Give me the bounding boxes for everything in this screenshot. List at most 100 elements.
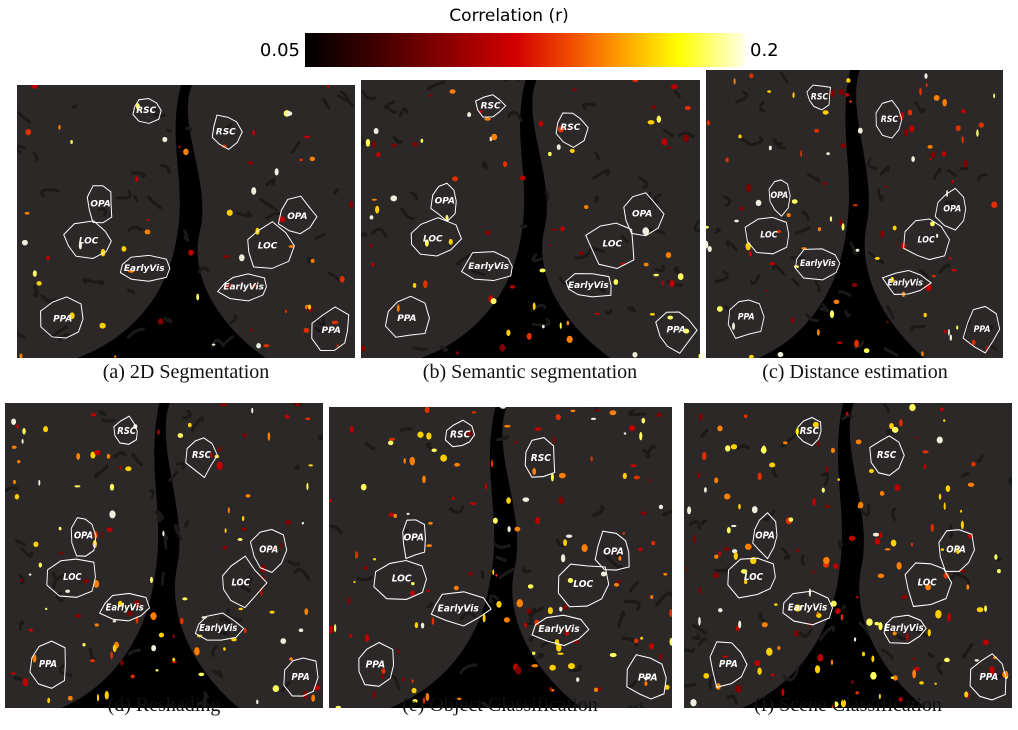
roi-label: LOC [79,237,99,247]
activation-spot [826,466,829,473]
activation-spot [449,239,453,245]
flatmap-panel: RSCOPALOCEarlyVisPPARSCOPALOCEarlyVisPPA [361,80,700,358]
flatmap: RSCOPALOCEarlyVisPPARSCOPALOCEarlyVisPPA [5,403,323,708]
sulcus [738,446,749,448]
activation-spot [956,125,961,131]
activation-spot [839,89,844,95]
activation-spot [369,244,372,248]
activation-spot [549,244,551,247]
right-hemisphere [188,85,355,358]
activation-spot [485,230,491,235]
activation-spot [304,136,310,139]
activation-spot [125,466,131,471]
roi-label: PPA [292,673,310,684]
activation-spot [640,512,647,515]
activation-spot [697,473,700,479]
activation-spot [659,653,662,660]
activation-spot [752,506,758,513]
sulcus [135,196,137,200]
activation-spot [651,541,655,545]
activation-spot [875,538,881,545]
activation-spot [858,128,863,134]
activation-spot [452,176,458,181]
roi-label: EarlyVis [887,278,923,289]
roi-label: EarlyVis [568,281,609,291]
activation-spot [570,149,575,153]
activation-spot [630,464,637,467]
sulcus [186,521,188,526]
activation-spot [812,498,815,506]
activation-spot [151,645,156,651]
activation-spot [178,433,183,438]
roi-label: RSC [531,453,551,464]
activation-spot [928,629,931,636]
sulcus [414,348,427,350]
activation-spot [403,458,405,464]
roi-label: RSC [811,92,829,103]
activation-spot [308,464,312,466]
activation-spot [983,640,989,646]
left-hemisphere [329,407,495,708]
activation-spot [975,659,979,661]
activation-spot [840,143,845,148]
activation-spot [299,159,302,162]
activation-spot [332,321,339,325]
activation-spot [767,90,771,93]
roi-label: PPA [719,659,738,671]
activation-spot [11,672,16,674]
activation-spot [789,518,794,522]
activation-spot [851,680,854,684]
flatmap-panel: RSCOPALOCEarlyVisPPARSCOPALOCEarlyVisPPA [5,403,323,708]
sulcus [495,544,510,548]
sulcus [521,226,525,227]
activation-spot [559,607,562,612]
activation-spot [426,544,432,547]
activation-spot [194,647,199,655]
activation-spot [950,334,952,340]
activation-spot [504,617,510,622]
activation-spot [150,614,154,616]
roi-label: LOC [258,241,278,251]
roi-label: PPA [366,659,385,670]
activation-spot [150,577,153,583]
activation-spot [663,573,667,576]
activation-spot [28,629,33,632]
flatmap: RSCOPALOCEarlyVisPPARSCOPALOCEarlyVisPPA [17,85,355,358]
activation-spot [500,407,506,409]
activation-spot [491,298,497,304]
activation-spot [937,436,943,443]
activation-spot [429,94,433,96]
sulcus [187,128,191,131]
activation-spot [944,330,947,333]
roi-label: RSC [481,101,501,111]
activation-spot [942,151,946,157]
activation-spot [722,655,728,657]
activation-spot [188,250,193,256]
activation-spot [594,688,598,692]
activation-spot [364,566,368,570]
activation-spot [854,637,856,641]
roi-label: LOC [918,577,937,589]
activation-spot [845,93,849,97]
activation-spot [188,423,192,427]
activation-spot [714,554,718,558]
activation-spot [629,425,635,431]
activation-spot [913,657,916,660]
roi-label: EarlyVis [800,259,836,270]
roi-label: PPA [53,315,72,325]
activation-spot [873,533,880,537]
roi-label: PPA [738,312,755,323]
activation-spot [198,673,204,676]
activation-spot [591,418,596,420]
activation-spot [648,120,655,124]
sulcus [35,286,37,296]
roi-label: PPA [666,326,685,336]
roi-label: LOC [392,573,412,584]
activation-spot [270,611,275,614]
activation-spot [815,665,820,673]
activation-spot [517,599,523,607]
colorbar-title: Correlation (r) [0,6,1018,26]
activation-spot [756,200,762,206]
left-hemisphere [706,70,850,358]
